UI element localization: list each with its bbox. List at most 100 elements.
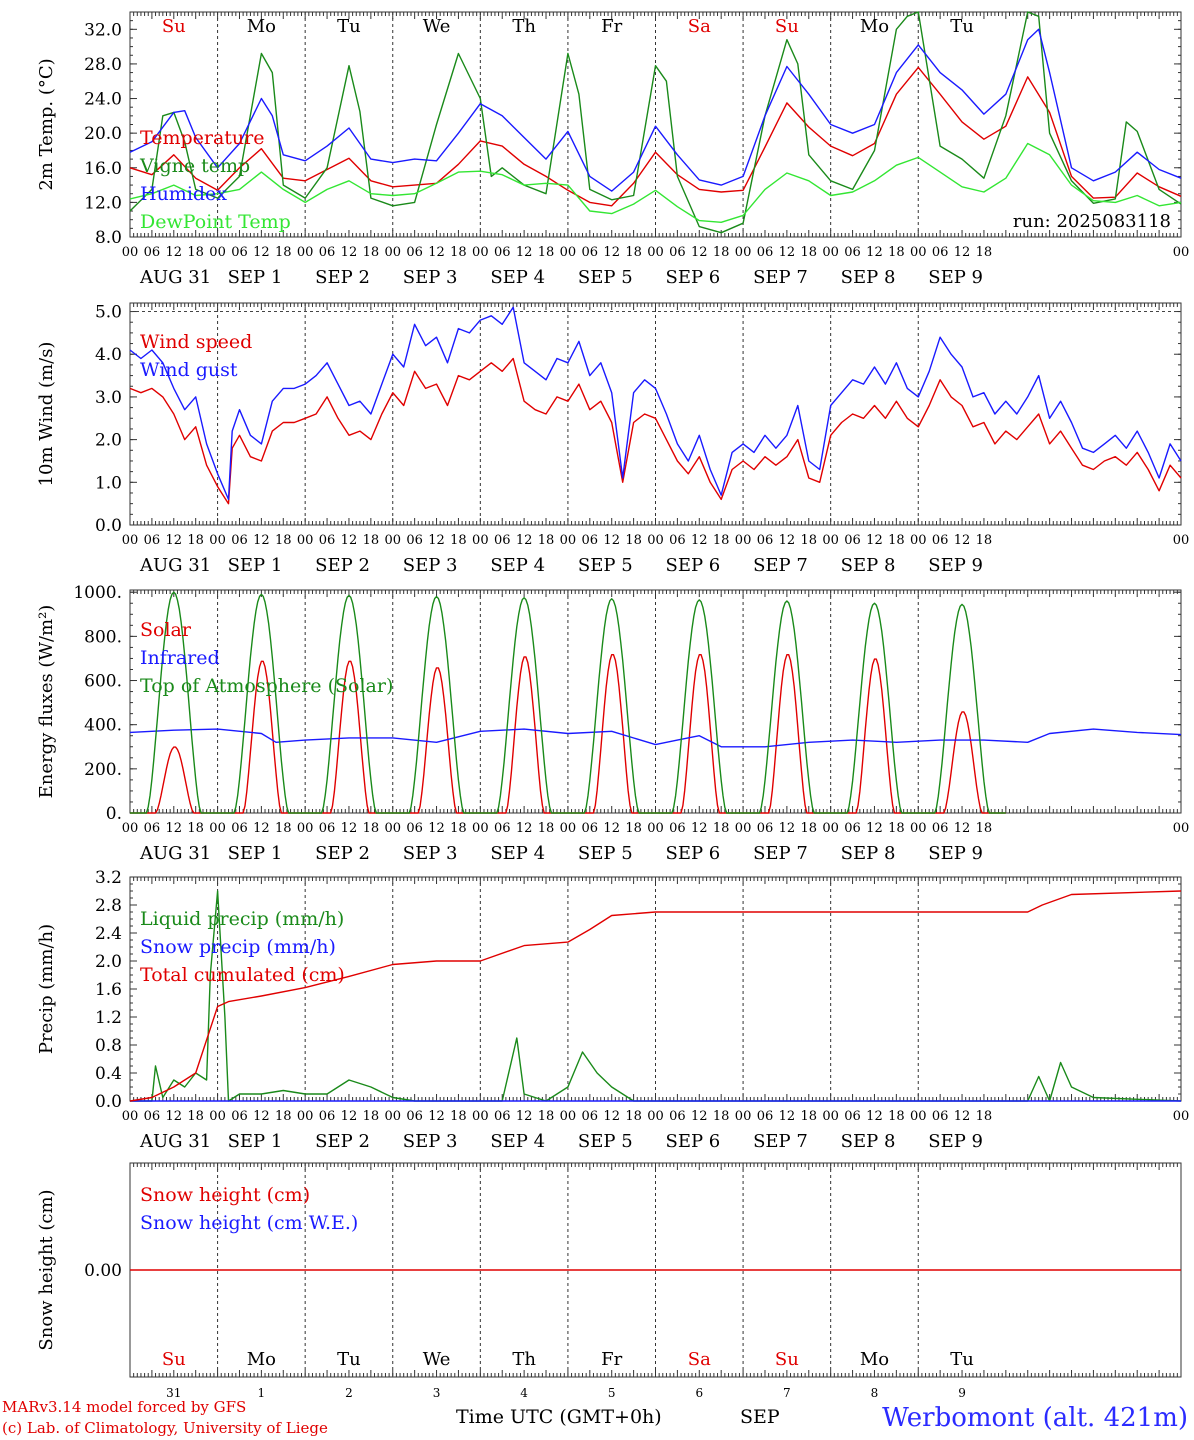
hour-tick-label: 18 <box>888 1109 905 1124</box>
hour-tick-label: 12 <box>603 533 620 548</box>
date-label: AUG 31 <box>139 1131 211 1152</box>
hour-tick-label: 12 <box>166 821 183 836</box>
date-label: SEP 6 <box>666 555 721 576</box>
legend-wind-1: Wind gust <box>140 359 238 381</box>
y-tick-label: 800. <box>84 627 122 647</box>
hour-tick-label: 00 <box>910 821 927 836</box>
hour-tick-label: 12 <box>779 533 796 548</box>
hour-tick-label: 06 <box>582 1109 599 1124</box>
legend-precip-1: Snow precip (mm/h) <box>140 936 336 958</box>
day-number: 3 <box>433 1386 441 1400</box>
day-name: Th <box>512 1349 536 1370</box>
date-label: SEP 2 <box>315 1131 370 1152</box>
y-tick-label: 8.0 <box>95 228 122 248</box>
y-tick-label: 4.0 <box>95 345 122 365</box>
day-name: Tu <box>950 1349 974 1370</box>
hour-tick-label: 06 <box>494 1109 511 1124</box>
y-tick-label: 0. <box>106 804 122 824</box>
day-name: Tu <box>337 16 361 37</box>
hour-tick-label: 12 <box>341 821 358 836</box>
hour-tick-label: 12 <box>166 533 183 548</box>
series-temp-2 <box>129 28 1182 192</box>
hour-tick-label: 12 <box>954 533 971 548</box>
day-name: We <box>423 1349 451 1370</box>
hour-tick-label: 00 <box>822 821 839 836</box>
hour-tick-label: 12 <box>516 533 533 548</box>
day-name: Mo <box>860 16 889 37</box>
hour-tick-label: 06 <box>144 821 161 836</box>
hour-tick-label: 06 <box>844 1109 861 1124</box>
hour-tick-label: 12 <box>954 245 971 260</box>
hour-tick-label: 00 <box>735 533 752 548</box>
hour-tick-label: 06 <box>319 533 336 548</box>
hour-tick-label: 00 <box>209 821 226 836</box>
hour-tick-label: 00 <box>1173 821 1190 836</box>
y-axis-label: Precip (mm/h) <box>36 924 57 1054</box>
hour-tick-label: 00 <box>910 1109 927 1124</box>
hour-tick-label: 06 <box>494 533 511 548</box>
hour-tick-label: 00 <box>735 821 752 836</box>
hour-tick-label: 12 <box>691 245 708 260</box>
y-tick-label: 1.6 <box>95 980 122 1000</box>
y-tick-label: 16.0 <box>84 159 122 179</box>
hour-tick-label: 00 <box>297 1109 314 1124</box>
date-label: SEP 6 <box>666 1131 721 1152</box>
date-label: SEP 4 <box>490 843 545 864</box>
y-tick-label: 12.0 <box>84 193 122 213</box>
hour-tick-label: 18 <box>450 1109 467 1124</box>
y-tick-label: 0.00 <box>84 1261 122 1281</box>
day-name: Fr <box>601 16 622 37</box>
date-label: SEP 5 <box>578 843 633 864</box>
hour-tick-label: 18 <box>976 1109 993 1124</box>
hour-tick-label: 00 <box>209 245 226 260</box>
hour-tick-label: 00 <box>822 1109 839 1124</box>
hour-tick-label: 00 <box>822 245 839 260</box>
legend-temp-2: Humidex <box>140 183 227 205</box>
hour-tick-label: 00 <box>384 245 401 260</box>
y-tick-label: 2.4 <box>95 924 122 944</box>
hour-tick-label: 00 <box>209 533 226 548</box>
hour-tick-label: 00 <box>384 1109 401 1124</box>
date-label: SEP 1 <box>228 843 283 864</box>
date-label: SEP 1 <box>228 267 283 288</box>
y-tick-label: 600. <box>84 672 122 692</box>
date-label: SEP 8 <box>841 555 896 576</box>
y-tick-label: 3.2 <box>95 868 122 888</box>
y-tick-label: 3.0 <box>95 388 122 408</box>
y-tick-label: 20.0 <box>84 124 122 144</box>
hour-tick-label: 18 <box>625 821 642 836</box>
hour-tick-label: 18 <box>625 245 642 260</box>
hour-tick-label: 12 <box>954 821 971 836</box>
hour-tick-label: 00 <box>560 1109 577 1124</box>
hour-tick-label: 06 <box>406 245 423 260</box>
y-tick-label: 2.8 <box>95 896 122 916</box>
hour-tick-label: 18 <box>363 533 380 548</box>
hour-tick-label: 18 <box>976 533 993 548</box>
run-label: run: 2025083118 <box>1013 211 1171 232</box>
date-label: SEP 2 <box>315 555 370 576</box>
hour-tick-label: 06 <box>932 821 949 836</box>
day-name: Th <box>512 16 536 37</box>
hour-tick-label: 12 <box>253 821 270 836</box>
series-precip-2 <box>129 890 1182 1102</box>
y-tick-label: 32.0 <box>84 20 122 40</box>
hour-tick-label: 12 <box>428 533 445 548</box>
hour-tick-label: 12 <box>691 1109 708 1124</box>
day-name: Su <box>162 16 186 37</box>
hour-tick-label: 06 <box>231 1109 248 1124</box>
day-number: 5 <box>608 1386 616 1400</box>
date-label: SEP 9 <box>928 843 983 864</box>
hour-tick-label: 06 <box>231 821 248 836</box>
month-label: SEP <box>740 1406 780 1428</box>
hour-tick-label: 12 <box>603 245 620 260</box>
hour-tick-label: 00 <box>472 821 489 836</box>
time-axis-label: Time UTC (GMT+0h) <box>456 1406 662 1428</box>
date-label: AUG 31 <box>139 843 211 864</box>
day-number: 4 <box>520 1386 528 1400</box>
hour-tick-label: 12 <box>166 245 183 260</box>
hour-tick-label: 18 <box>888 821 905 836</box>
hour-tick-label: 12 <box>253 1109 270 1124</box>
hour-tick-label: 06 <box>582 245 599 260</box>
series-temp-3 <box>129 142 1182 223</box>
hour-tick-label: 00 <box>297 821 314 836</box>
